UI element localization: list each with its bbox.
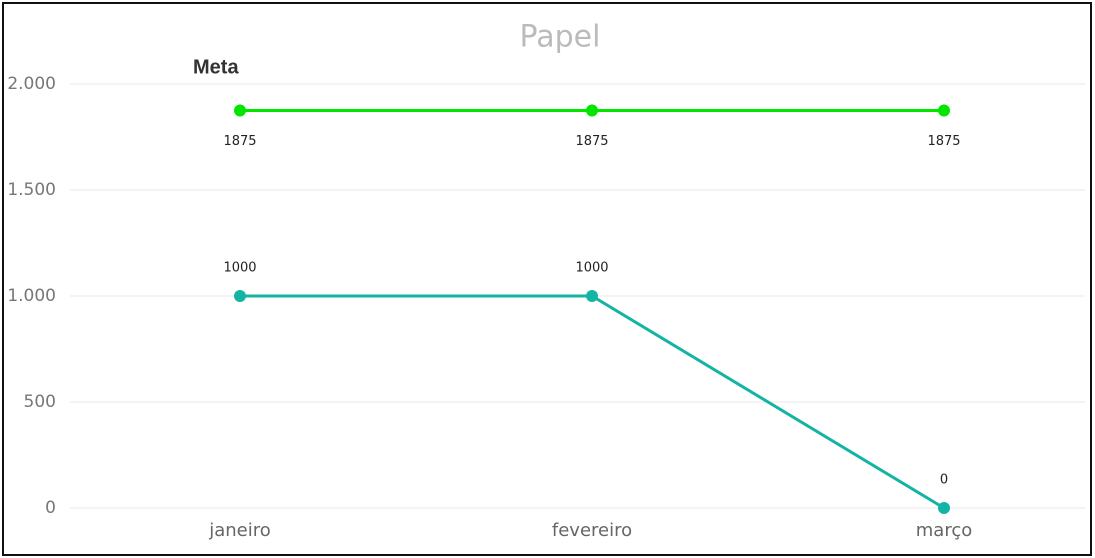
point: [234, 104, 246, 117]
x-tick-label: fevereiro: [552, 520, 632, 541]
y-tick-label: 500: [24, 392, 56, 412]
y-tick-label: 0: [45, 498, 56, 518]
data-label: 1000: [575, 261, 608, 276]
data-label: 1875: [927, 134, 960, 149]
x-tick-label: janeiro: [208, 520, 271, 541]
point: [938, 502, 950, 514]
data-label: 1000: [223, 261, 256, 276]
data-label: 1875: [575, 134, 608, 149]
point: [586, 290, 598, 302]
y-tick-label: 1.000: [7, 286, 56, 306]
point: [938, 104, 950, 117]
data-label: 0: [940, 473, 948, 488]
y-tick-label: 1.500: [7, 180, 56, 200]
point: [586, 104, 598, 117]
point: [234, 290, 246, 302]
y-tick-label: 2.000: [7, 74, 56, 94]
x-tick-label: março: [916, 520, 972, 541]
legend-label: Meta: [193, 56, 239, 78]
chart-title: Papel: [520, 20, 601, 55]
data-label: 1875: [223, 134, 256, 149]
